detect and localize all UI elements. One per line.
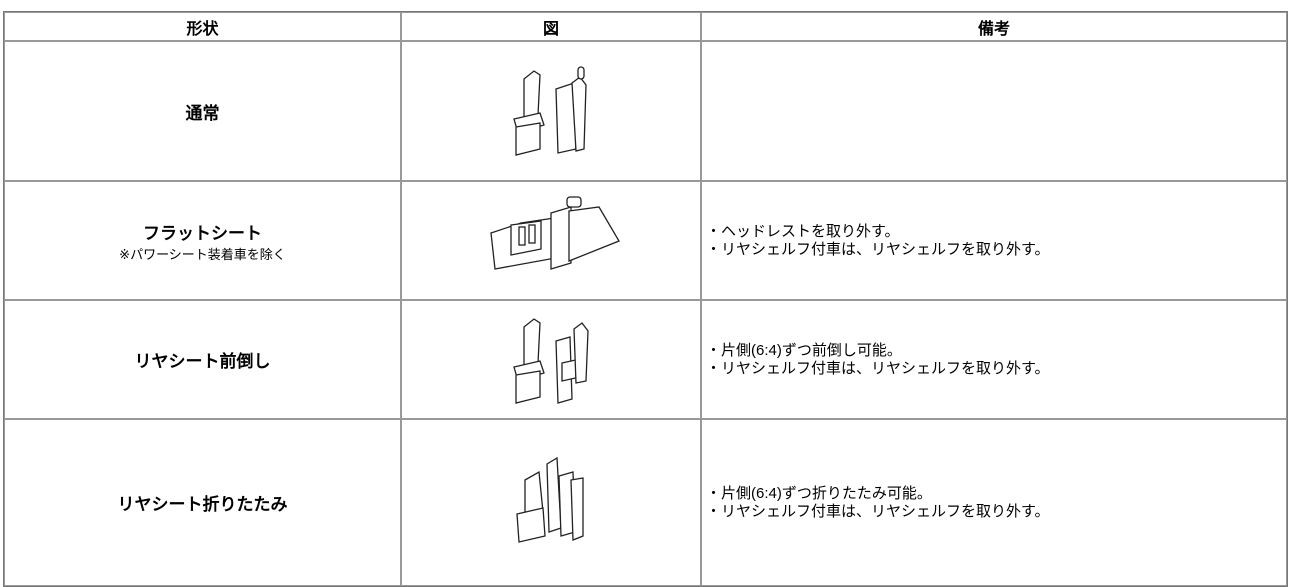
shape-label: 通常 — [185, 103, 220, 123]
remarks-cell: ・片側(6:4)ずつ折りたたみ可能。 ・リヤシェルフ付車は、リヤシェルフを取り外す… — [701, 419, 1287, 586]
remark-line: ・片側(6:4)ずつ前倒し可能。 — [706, 341, 902, 359]
row: リヤシート折りたたみ ・片側(6:4)ずつ折りたたみ可能。 ・リヤシェルフ付車は、… — [4, 419, 1287, 586]
shape-label: リヤシート折りたたみ — [117, 495, 288, 514]
remark-line: ・リヤシェルフ付車は、リヤシェルフを取り外す。 — [706, 502, 1050, 520]
remark-line: ・リヤシェルフ付車は、リヤシェルフを取り外す。 — [706, 359, 1050, 377]
remark-line: ・ヘッドレストを取り外す。 — [706, 222, 900, 240]
remarks-cell — [701, 41, 1287, 181]
remark-line: ・リヤシェルフ付車は、リヤシェルフを取り外す。 — [706, 240, 1050, 258]
row: フラットシート ※パワーシート装着車を除く ・ヘッドレストを取り外す。 ・リヤシェル… — [4, 181, 1287, 300]
shape-label: フラットシート — [143, 223, 262, 243]
seat-table: 形状 図 備考 通常 フラットシート ※パワーシート装着車を除く ・ヘッドレストを… — [3, 11, 1288, 587]
shape-cell: 通常 — [4, 41, 401, 181]
row: リヤシート前倒し ・片側(6:4)ずつ前倒し可能。 ・リヤシェルフ付車は、リヤシェ… — [4, 300, 1287, 419]
shape-cell: リヤシート前倒し — [4, 300, 401, 419]
header-row: 形状 図 備考 — [4, 12, 1287, 41]
row: 通常 — [4, 41, 1287, 181]
header-cell: 図 — [401, 12, 701, 41]
remarks-cell: ・ヘッドレストを取り外す。 ・リヤシェルフ付車は、リヤシェルフを取り外す。 — [701, 181, 1287, 300]
seat-illustration — [513, 65, 587, 156]
header-cell: 形状 — [4, 12, 401, 41]
shape-cell: リヤシート折りたたみ — [4, 419, 401, 586]
figure-cell — [401, 181, 701, 300]
figure-cell — [401, 41, 701, 181]
header-cell: 備考 — [701, 12, 1287, 41]
shape-note: ※パワーシート装着車を除く — [119, 246, 286, 262]
seat-illustration — [513, 318, 589, 404]
figure-cell — [401, 300, 701, 419]
figure-cell — [401, 419, 701, 586]
seat-illustration — [516, 456, 584, 543]
shape-label: リヤシート前倒し — [134, 352, 271, 371]
remark-line: ・片側(6:4)ずつ折りたたみ可能。 — [706, 484, 932, 502]
remarks-cell: ・片側(6:4)ずつ前倒し可能。 ・リヤシェルフ付車は、リヤシェルフを取り外す。 — [701, 300, 1287, 419]
shape-cell: フラットシート ※パワーシート装着車を除く — [4, 181, 401, 300]
seat-illustration — [490, 196, 620, 270]
